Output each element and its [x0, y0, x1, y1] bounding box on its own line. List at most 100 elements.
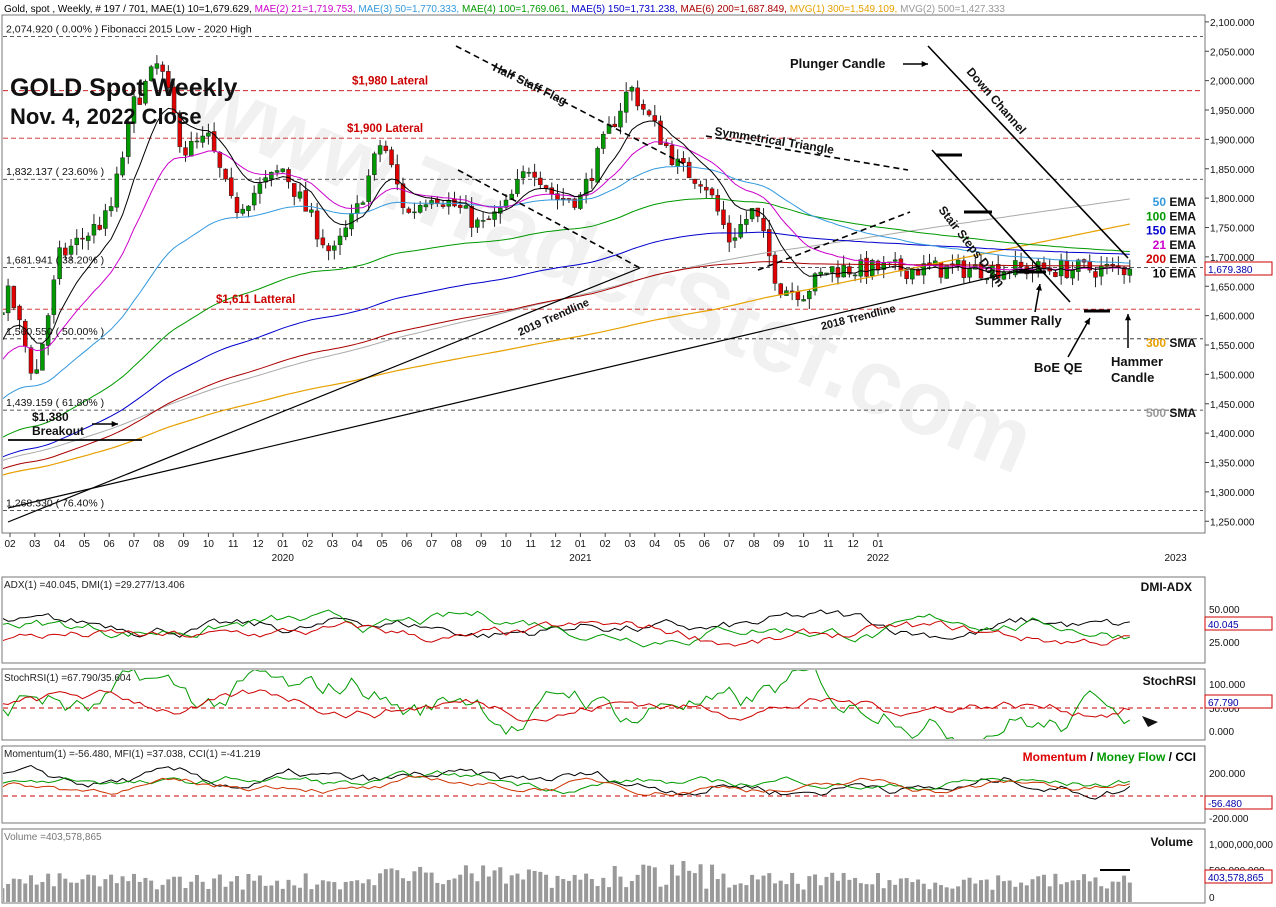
volume-bar [830, 872, 835, 902]
y-tick-label: 1,950.000 [1210, 106, 1255, 117]
volume-bar [280, 888, 285, 902]
price-candle-body [1098, 265, 1104, 277]
volume-bar [400, 878, 405, 902]
x-tick-label: 10 [500, 539, 512, 550]
adx-value-label-box [1204, 616, 1273, 631]
adx-line [3, 609, 1130, 640]
volume-bar [463, 865, 468, 902]
volume-bar [269, 885, 274, 902]
price-candle-body [234, 197, 240, 213]
price-candle-body [34, 369, 39, 374]
price-candle-body [543, 185, 549, 189]
volume-bar [652, 867, 657, 902]
ma-legend-label: EMA [1166, 195, 1196, 209]
hammer-candle-label-1: Hammer [1111, 354, 1163, 369]
volume-bar [212, 878, 217, 902]
price-candle-body [223, 168, 228, 180]
stoch-pointer-icon [1142, 716, 1158, 727]
lateral-level-label: $1,611 Latteral [216, 294, 295, 306]
volume-bar [864, 884, 869, 902]
volume-bar [807, 876, 812, 902]
volume-bar [738, 883, 743, 902]
stoch-tick-label: 50.000 [1209, 704, 1240, 715]
x-tick-label: 02 [302, 539, 314, 550]
price-candle-body [5, 285, 11, 314]
volume-bar [423, 872, 428, 902]
ma-legend-label: EMA [1166, 209, 1196, 223]
volume-bar [933, 882, 938, 902]
dmi-minus-line [3, 620, 1130, 647]
price-candle-body [658, 120, 663, 145]
volume-bar [589, 879, 594, 902]
boe-qe-arrow-head [1084, 318, 1090, 325]
volume-bar [177, 876, 182, 902]
price-candle-body [412, 211, 417, 214]
price-candle-body [440, 204, 446, 207]
x-year-label: 2023 [1164, 553, 1187, 564]
volume-bar [1082, 874, 1087, 902]
sma-legend-entry: 500 SMA [1146, 406, 1196, 420]
volume-bar [916, 879, 921, 902]
momentum-title-part: / [1087, 750, 1097, 764]
y-tick-label: 1,350.000 [1210, 459, 1255, 470]
volume-bar [618, 876, 623, 902]
ma-legend-label: EMA [1166, 238, 1196, 252]
price-candle-body [194, 140, 200, 143]
price-candle-body [498, 207, 503, 214]
price-candle-body [635, 87, 640, 107]
volume-bar [538, 871, 543, 902]
x-tick-label: 10 [798, 539, 810, 550]
price-candle-body [395, 164, 400, 185]
ma-legend-num: 50 [1153, 195, 1167, 209]
price-candle-body [772, 254, 778, 284]
x-tick-label: 11 [823, 539, 834, 550]
mfi-line [3, 770, 1130, 795]
price-candle-body [629, 87, 635, 92]
volume-bar [801, 889, 806, 902]
price-candle-body [744, 219, 749, 225]
volume-bar [11, 878, 16, 902]
price-candle-body [217, 152, 223, 168]
volume-bar [80, 879, 85, 902]
momentum-tick-label: -200.000 [1209, 814, 1249, 825]
volume-bar [46, 873, 51, 902]
ma-legend-label: EMA [1166, 252, 1196, 266]
price-candle-body [910, 268, 915, 280]
price-candle-body [492, 211, 497, 220]
fibonacci-level-label: 1,439.159 ( 61.80% ) [6, 397, 104, 409]
volume-bar [950, 888, 955, 902]
header-legend-item: MAE(2) 21=1,719.753, [255, 4, 359, 15]
price-candle-body [171, 86, 177, 114]
price-candle-body [549, 187, 555, 195]
price-candle-body [480, 220, 486, 222]
volume-bar [721, 873, 726, 902]
price-candle-body [1053, 271, 1058, 277]
price-candle-body [246, 205, 251, 211]
price-candle-body [1070, 269, 1075, 279]
price-candle-body [423, 204, 429, 208]
price-candle-body [704, 186, 709, 191]
volume-bar [183, 888, 188, 902]
price-candle-body [1013, 260, 1018, 276]
lateral-level-label: $1,900 Lateral [347, 123, 423, 135]
price-candle-body [97, 224, 102, 230]
header-legend-item: MAE(6) 200=1,687.849, [681, 4, 790, 15]
x-tick-label: 05 [79, 539, 91, 550]
y-tick-label: 1,300.000 [1210, 488, 1255, 499]
hammer-candle-label-2: Candle [1111, 370, 1154, 385]
momentum-title-part: Momentum [1023, 750, 1087, 764]
volume-bar [750, 874, 755, 902]
sma-500-line [3, 198, 1130, 461]
volume-bar [446, 879, 451, 902]
volume-bar [389, 868, 394, 902]
volume-bar [967, 877, 972, 902]
adx-panel-title: DMI-ADX [1141, 580, 1192, 594]
volume-bar [973, 883, 978, 902]
price-candle-body [503, 199, 509, 208]
volume-bar [1001, 881, 1006, 902]
y-tick-label: 1,600.000 [1210, 312, 1255, 323]
header-legend-item: MVG(1) 300=1,549.109, [790, 4, 900, 15]
price-candle-body [257, 183, 263, 194]
header-legend-item: MAE(3) 50=1,770.333, [358, 4, 462, 15]
price-candle-body [148, 66, 154, 81]
